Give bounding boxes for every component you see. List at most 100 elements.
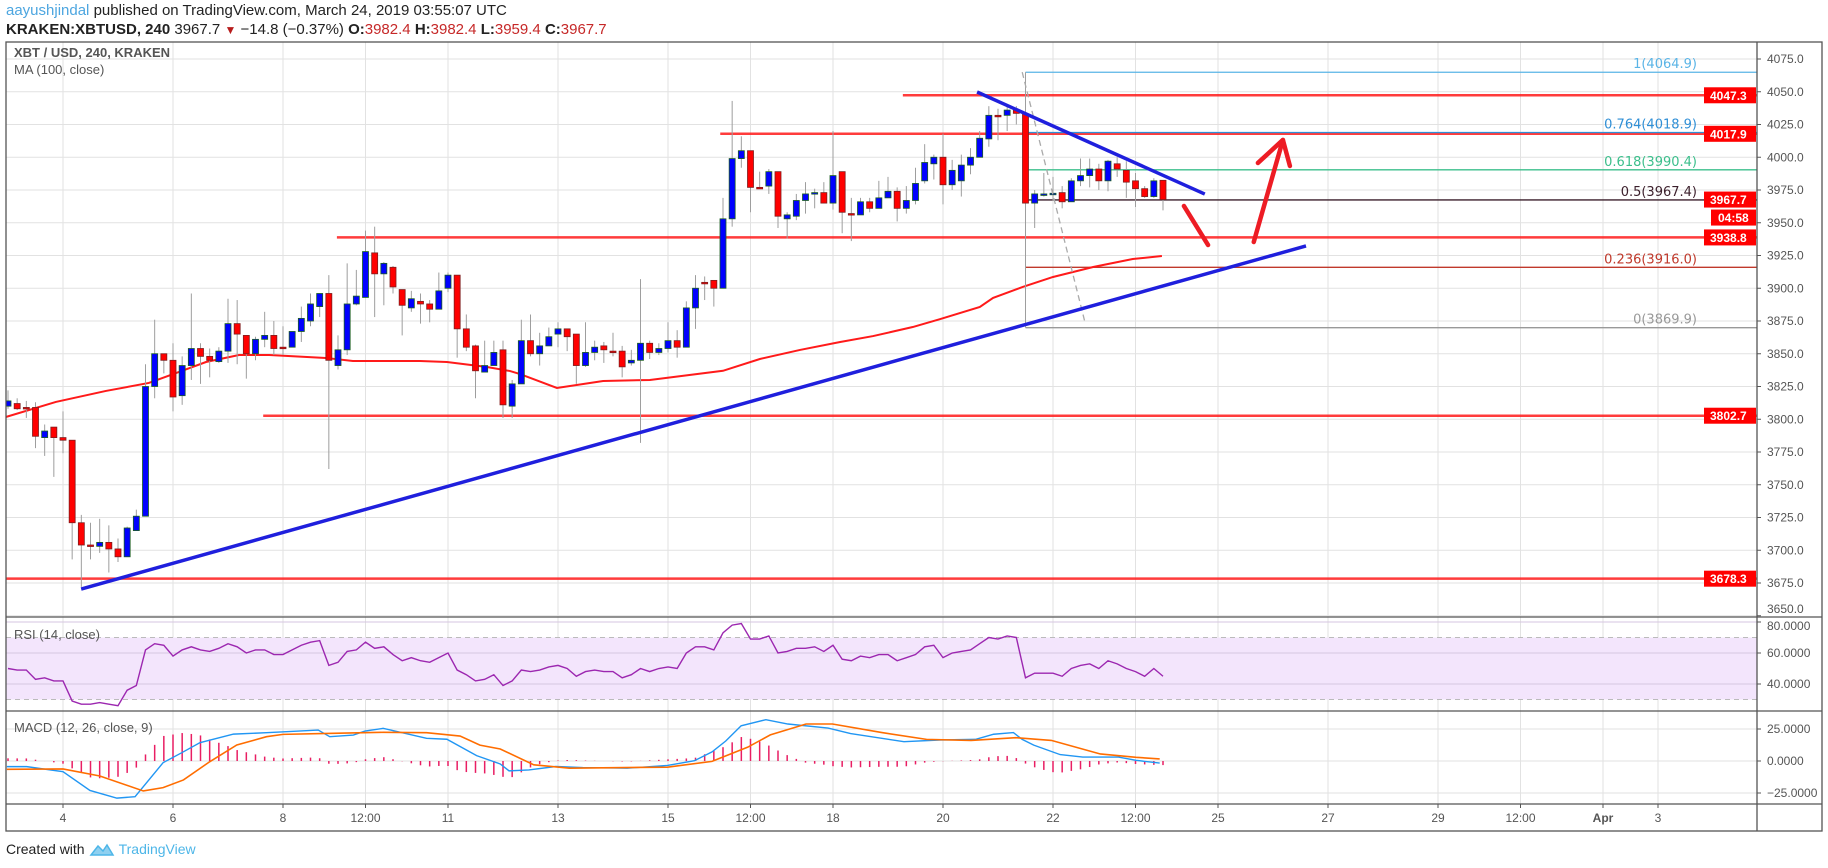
macd-line	[6, 718, 1160, 799]
candle-down	[371, 252, 379, 275]
candle-down	[389, 266, 397, 288]
candle-down	[609, 350, 617, 354]
fib-level-label: 0.764(4018.9)	[1604, 117, 1697, 132]
candle-down	[169, 359, 177, 398]
fib-level-label: 0.236(3916.0)	[1604, 252, 1697, 267]
rsi-axis-label: 80.0000	[1767, 619, 1811, 633]
level-price-badge-bg	[1704, 407, 1756, 424]
candle-up	[545, 336, 553, 347]
candle-down	[820, 192, 828, 204]
candle-up	[1003, 109, 1011, 116]
price-axis-label: 3900.0	[1767, 281, 1804, 295]
price-axis-label: 3650.0	[1767, 602, 1804, 616]
time-axis-label: 11	[442, 811, 455, 825]
high-value: 3982.4	[430, 21, 477, 38]
candle-down	[527, 340, 534, 355]
candle-up	[921, 162, 929, 182]
candle-up	[1150, 180, 1158, 197]
candle-up	[142, 386, 149, 517]
price-axis-label: 3750.0	[1767, 478, 1804, 492]
rsi-line	[7, 622, 1164, 707]
triangle-down-icon: ▼	[224, 23, 237, 37]
candle-down	[939, 156, 947, 186]
candle-down	[32, 407, 39, 437]
price-axis-label: 3800.0	[1767, 412, 1804, 426]
close-value: 3967.7	[560, 21, 607, 38]
candle-up	[187, 348, 195, 366]
candle-down	[59, 437, 67, 441]
candle-down	[160, 353, 168, 361]
candle-down	[472, 345, 479, 372]
price-axis-label: 3825.0	[1767, 380, 1804, 394]
fib-level-label: 0.618(3990.4)	[1604, 155, 1697, 170]
open-label: O:	[348, 21, 365, 38]
level-price-badge: 4017.9	[1710, 127, 1747, 141]
candle-up	[902, 200, 910, 209]
candle-down	[398, 289, 406, 306]
candle-down	[462, 328, 470, 348]
candle-down	[1141, 188, 1149, 197]
time-axis-label: 12:00	[735, 811, 765, 825]
candle-up	[6, 400, 12, 407]
candle-down	[325, 293, 333, 361]
time-axis-label: 27	[1321, 811, 1335, 825]
rsi-axis-label: 40.0000	[1767, 677, 1811, 691]
level-price-badge-bg	[1704, 570, 1756, 587]
fib-level-label: 1(4064.9)	[1633, 57, 1697, 72]
candle-up	[362, 251, 369, 298]
candle-down	[1132, 180, 1139, 190]
candle-down	[499, 349, 507, 406]
candle-up	[1077, 175, 1084, 182]
candle-up	[948, 169, 956, 186]
candle-down	[453, 274, 461, 330]
candle-up	[957, 164, 965, 182]
candle-up	[288, 331, 296, 348]
candle-up	[976, 137, 984, 158]
last-price: 3967.7	[174, 21, 221, 38]
candle-up	[985, 114, 993, 140]
candle-down	[747, 150, 754, 188]
candle-down	[866, 201, 874, 209]
candle-up	[151, 353, 159, 387]
candle-up	[435, 290, 443, 310]
candle-down	[563, 328, 571, 338]
candle-up	[132, 515, 140, 532]
legend-title: XBT / USD, 240, KRAKEN	[14, 45, 171, 60]
macd-axis-label: 25.0000	[1767, 722, 1811, 736]
candle-down	[1058, 192, 1066, 203]
candle-down	[87, 544, 94, 547]
level-price-badge: 4047.3	[1710, 89, 1747, 103]
fib-level-label: 0(3869.9)	[1633, 313, 1697, 328]
candle-up	[41, 430, 49, 438]
bar-countdown-badge: 04:58	[1718, 211, 1749, 225]
close-label: C:	[544, 21, 561, 38]
candle-down	[279, 346, 287, 350]
candle-down	[701, 281, 709, 285]
author-link[interactable]: aayushjindal	[6, 2, 90, 19]
candle-up	[444, 274, 452, 289]
symbol: KRAKEN:XBTUSD, 240	[6, 21, 171, 38]
legend-ma: MA (100, close)	[14, 62, 105, 77]
time-axis-label: 18	[826, 811, 840, 825]
price-axis-label: 3725.0	[1767, 511, 1804, 525]
candle-up	[1086, 168, 1094, 176]
candle-up	[765, 171, 773, 187]
candle-up	[1104, 160, 1112, 182]
candle-up	[783, 214, 791, 220]
candle-down	[77, 522, 85, 546]
time-axis-label: 22	[1046, 811, 1060, 825]
price-axis-label: 4000.0	[1767, 150, 1804, 164]
time-axis-label: 8	[280, 811, 287, 825]
candle-down	[105, 541, 113, 550]
candle-up	[792, 200, 800, 217]
level-price-badge: 3802.7	[1710, 409, 1747, 423]
candle-down	[22, 407, 30, 410]
candle-up	[875, 197, 883, 209]
time-axis-label: 3	[1655, 811, 1662, 825]
rising-trendline	[80, 244, 1307, 591]
candle-up	[554, 328, 562, 335]
level-price-badge: 3678.3	[1710, 572, 1747, 586]
time-axis-label: 12:00	[1505, 811, 1535, 825]
tradingview-brand-link[interactable]: TradingView	[118, 841, 196, 857]
